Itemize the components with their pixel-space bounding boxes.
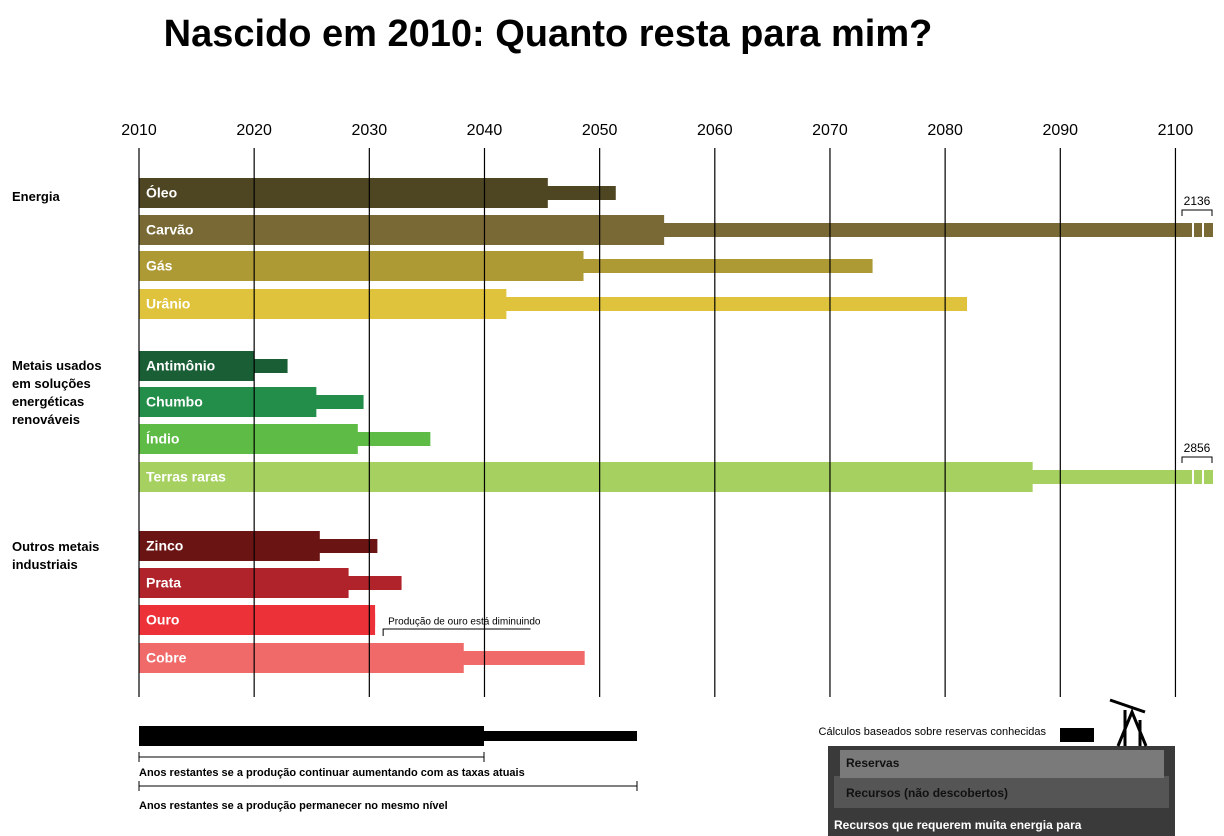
truck-icon: [1060, 728, 1094, 742]
break-mark: [1202, 469, 1204, 485]
x-tick-label: 2090: [1042, 122, 1078, 139]
annotation: Produção de ouro está diminuindo: [388, 617, 541, 628]
group-label: Energia: [12, 189, 60, 204]
overflow-bracket: [1181, 209, 1213, 216]
legend-bracket: [138, 781, 638, 791]
category-label: Terras raras: [146, 469, 226, 485]
chart-title: Nascido em 2010: Quanto resta para mim?: [164, 13, 933, 55]
bar-growing: [139, 531, 320, 561]
x-tick-label: 2100: [1158, 122, 1194, 139]
bar-growing: [139, 351, 255, 381]
category-label: Ouro: [146, 612, 179, 628]
oil-pump-icon: [1109, 698, 1148, 747]
bar-growing: [139, 215, 665, 245]
break-mark: [1192, 469, 1194, 485]
category-label: Cobre: [146, 650, 187, 666]
legend-thick-sample: [139, 726, 484, 746]
diagram-layer-label: Recursos (não descobertos): [846, 786, 1008, 800]
bar-growing: [139, 605, 376, 635]
bar-growing: [139, 568, 349, 598]
bar-growing: [139, 643, 464, 673]
group-label: Outros metais industriais: [12, 539, 100, 572]
bar-growing: [139, 462, 1033, 492]
x-tick-label: 2060: [697, 122, 733, 139]
x-tick-label: 2030: [352, 122, 388, 139]
category-label: Chumbo: [146, 394, 203, 410]
x-tick-label: 2020: [236, 122, 272, 139]
bar-growing: [139, 251, 584, 281]
category-label: Carvão: [146, 222, 193, 238]
plot-area: [139, 178, 1213, 673]
legend-label: Anos restantes se a produção permanecer …: [139, 800, 448, 812]
x-tick-label: 2080: [927, 122, 963, 139]
category-label: Zinco: [146, 538, 183, 554]
category-label: Antimônio: [146, 358, 215, 374]
bar-growing: [139, 289, 507, 319]
x-tick-label: 2010: [121, 122, 157, 139]
diagram-layer-label: Recursos que requerem muita energia para: [834, 818, 1082, 832]
legend-thin-sample: [484, 731, 637, 741]
overflow-bracket: [1181, 456, 1213, 463]
x-tick-label: 2040: [467, 122, 503, 139]
diagram-layer: [840, 750, 1164, 778]
overflow-label: 2856: [1184, 441, 1211, 455]
category-label: Índio: [146, 431, 179, 447]
category-label: Óleo: [146, 184, 177, 201]
category-label: Gás: [146, 258, 173, 274]
group-label: Metais usados em soluções energéticas re…: [12, 358, 102, 427]
diagram-layer-label: Reservas: [846, 756, 900, 770]
x-tick-label: 2050: [582, 122, 618, 139]
category-label: Prata: [146, 575, 181, 591]
category-label: Urânio: [146, 296, 190, 312]
diagram-note: Cálculos baseados sobre reservas conheci…: [819, 726, 1047, 738]
x-tick-label: 2070: [812, 122, 848, 139]
legend-bracket: [138, 752, 485, 762]
overflow-label: 2136: [1184, 194, 1211, 208]
break-mark: [1192, 222, 1194, 238]
bar-growing: [139, 178, 548, 208]
break-mark: [1202, 222, 1204, 238]
annotation-line: [382, 628, 531, 636]
bar-growing: [139, 424, 358, 454]
legend-label: Anos restantes se a produção continuar a…: [139, 767, 525, 779]
bar-growing: [139, 387, 317, 417]
diagram-layer: [834, 776, 1169, 808]
